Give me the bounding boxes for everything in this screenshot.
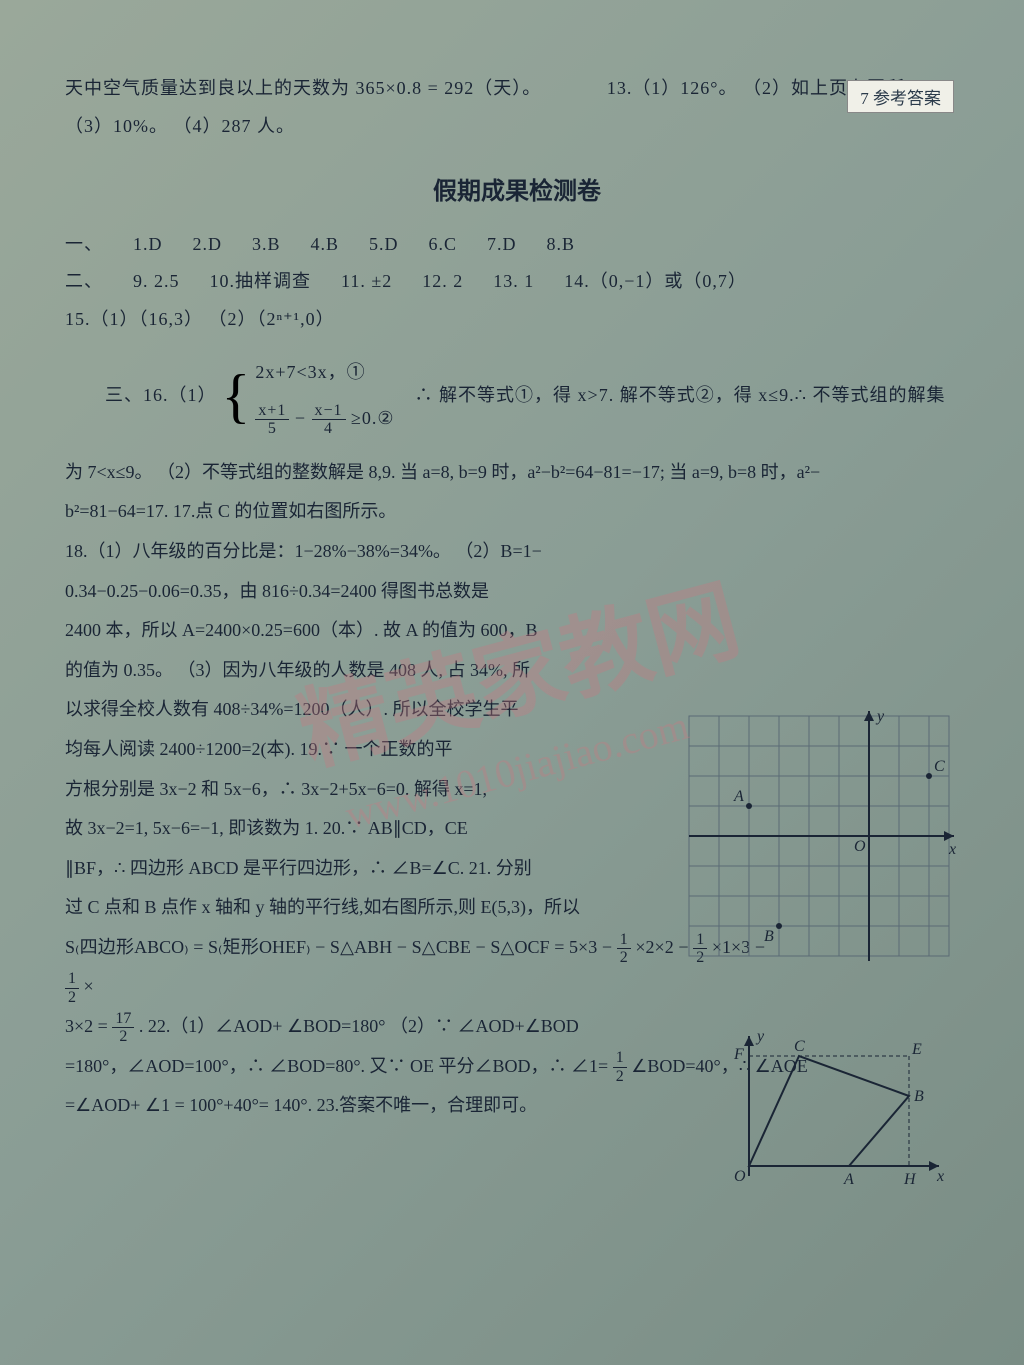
t: . 22.（1）∠AOD+ ∠BOD=180° （2）∵ ∠AOD+∠BOD xyxy=(139,1016,579,1036)
label-F: F xyxy=(733,1046,744,1063)
label-B: B xyxy=(914,1088,924,1105)
label-x: x xyxy=(948,841,956,858)
quadrilateral-graph: O A B C E F H x y xyxy=(729,1026,949,1186)
t: 3×2 = xyxy=(65,1016,108,1036)
frac: x−1 4 xyxy=(312,402,346,438)
frac: 1 2 xyxy=(613,1049,627,1085)
label-O: O xyxy=(734,1168,746,1185)
top-line-2: （3）10%。 （4）287 人。 xyxy=(65,108,969,146)
eq2: x+1 5 − x−1 4 ≥0.② xyxy=(255,400,394,438)
label-A: A xyxy=(733,788,744,805)
q5: 5.D xyxy=(369,226,399,264)
n: 1 xyxy=(617,931,631,950)
label-C: C xyxy=(794,1038,805,1055)
d: 2 xyxy=(65,989,79,1007)
t: S₍四边形ABCO₎ = S₍矩形OHEF₎ − S△ABH − S△CBE −… xyxy=(65,937,612,957)
label-y: y xyxy=(755,1028,765,1045)
exam-title: 假期成果检测卷 xyxy=(65,171,969,206)
page: 7 参考答案 天中空气质量达到良以上的天数为 365×0.8 = 292（天）。… xyxy=(30,30,1004,1305)
num: x−1 xyxy=(312,402,346,421)
q1: 1.D xyxy=(133,226,163,264)
label-H: H xyxy=(903,1171,917,1186)
p1: 为 7<x≤9。 （2）不等式组的整数解是 8,9. 当 a=8, b=9 时，… xyxy=(65,453,969,493)
frac: 1 2 xyxy=(617,931,631,967)
frac: 1 2 xyxy=(65,970,79,1006)
label: 三、16.（1） xyxy=(105,377,217,415)
content: 一、 1.D 2.D 3.B 4.B 5.D 6.C 7.D 8.B 二、 9.… xyxy=(65,226,969,1126)
frac: 17 2 xyxy=(112,1010,134,1046)
num: x+1 xyxy=(255,402,289,421)
d: 2 xyxy=(116,1028,130,1046)
p2: b²=81−64=17. 17.点 C 的位置如右图所示。 xyxy=(65,492,969,532)
label: 二、 xyxy=(65,263,103,301)
text: 天中空气质量达到良以上的天数为 365×0.8 = 292（天）。 xyxy=(65,78,541,98)
den: 4 xyxy=(321,420,336,438)
n: 1 xyxy=(613,1049,627,1068)
q13: 13. 1 xyxy=(493,263,534,301)
label-B: B xyxy=(764,928,774,945)
d: 2 xyxy=(613,1068,627,1086)
label-C: C xyxy=(934,758,945,775)
q3: 3.B xyxy=(252,226,281,264)
p5: 2400 本，所以 A=2400×0.25=600（本）. 故 A 的值为 60… xyxy=(65,611,705,651)
section-3-system: 三、16.（1） { 2x+7<3x，① x+1 5 − x−1 4 ≥0.② xyxy=(65,354,969,438)
q4: 4.B xyxy=(311,226,340,264)
q14: 14.（0,−1）或（0,7） xyxy=(564,263,747,301)
q2: 2.D xyxy=(193,226,223,264)
p3: 18.（1）八年级的百分比是：1−28%−38%=34%。 （2）B=1− xyxy=(65,532,705,572)
p13: S₍四边形ABCO₎ = S₍矩形OHEF₎ − S△ABH − S△CBE −… xyxy=(65,928,765,1007)
brace-icon: { xyxy=(222,372,251,420)
brace-content: 2x+7<3x，① x+1 5 − x−1 4 ≥0.② xyxy=(255,354,394,438)
q6: 6.C xyxy=(429,226,458,264)
q10: 10.抽样调查 xyxy=(210,263,312,301)
tail: ≥0.② xyxy=(351,408,395,428)
n: 17 xyxy=(112,1010,134,1029)
label-A: A xyxy=(843,1171,854,1186)
label-y: y xyxy=(875,708,885,725)
section-1: 一、 1.D 2.D 3.B 4.B 5.D 6.C 7.D 8.B xyxy=(65,226,969,264)
label-O: O xyxy=(854,838,866,855)
p8: 均每人阅读 2400÷1200=2(本). 19.∵ 一个正数的平 xyxy=(65,730,705,770)
den: 5 xyxy=(265,420,280,438)
label-x: x xyxy=(936,1168,944,1185)
p6: 的值为 0.35。 （3）因为八年级的人数是 408 人, 占 34%, 所 xyxy=(65,651,705,691)
frac: x+1 5 xyxy=(255,402,289,438)
q7: 7.D xyxy=(487,226,517,264)
p12: 过 C 点和 B 点作 x 轴和 y 轴的平行线,如右图所示,则 E(5,3)，… xyxy=(65,888,765,928)
p7: 以求得全校人数有 408÷34%=1200（人）. 所以全校学生平 xyxy=(65,690,705,730)
n: 1 xyxy=(65,970,79,989)
q12: 12. 2 xyxy=(422,263,463,301)
header-tag: 7 参考答案 xyxy=(847,80,954,113)
section-2a: 二、 9. 2.5 10.抽样调查 11. ±2 12. 2 13. 1 14.… xyxy=(65,263,969,301)
coordinate-grid-graph: A B C O x y xyxy=(679,706,959,966)
q8: 8.B xyxy=(547,226,576,264)
p4: 0.34−0.25−0.06=0.35，由 816÷0.34=2400 得图书总… xyxy=(65,572,705,612)
label: 一、 xyxy=(65,226,103,264)
q9: 9. 2.5 xyxy=(133,263,180,301)
p9: 方根分别是 3x−2 和 5x−6，∴ 3x−2+5x−6=0. 解得 x=1, xyxy=(65,770,705,810)
label-E: E xyxy=(911,1041,922,1058)
t: =180°，∠AOD=100°，∴ ∠BOD=80°. 又∵ OE 平分∠BOD… xyxy=(65,1056,608,1076)
top-line-1: 天中空气质量达到良以上的天数为 365×0.8 = 292（天）。 13.（1）… xyxy=(65,70,969,108)
t: × xyxy=(84,976,94,996)
p11: ∥BF，∴ 四边形 ABCD 是平行四边形，∴ ∠B=∠C. 21. 分别 xyxy=(65,849,765,889)
q11: 11. ±2 xyxy=(341,263,392,301)
d: 2 xyxy=(617,949,631,967)
eq1: 2x+7<3x，① xyxy=(255,354,394,392)
after: ∴ 解不等式①，得 x>7. 解不等式②，得 x≤9.∴ 不等式组的解集 xyxy=(415,377,946,415)
section-2b: 15.（1）（16,3） （2）（2ⁿ⁺¹,0） xyxy=(65,301,969,339)
